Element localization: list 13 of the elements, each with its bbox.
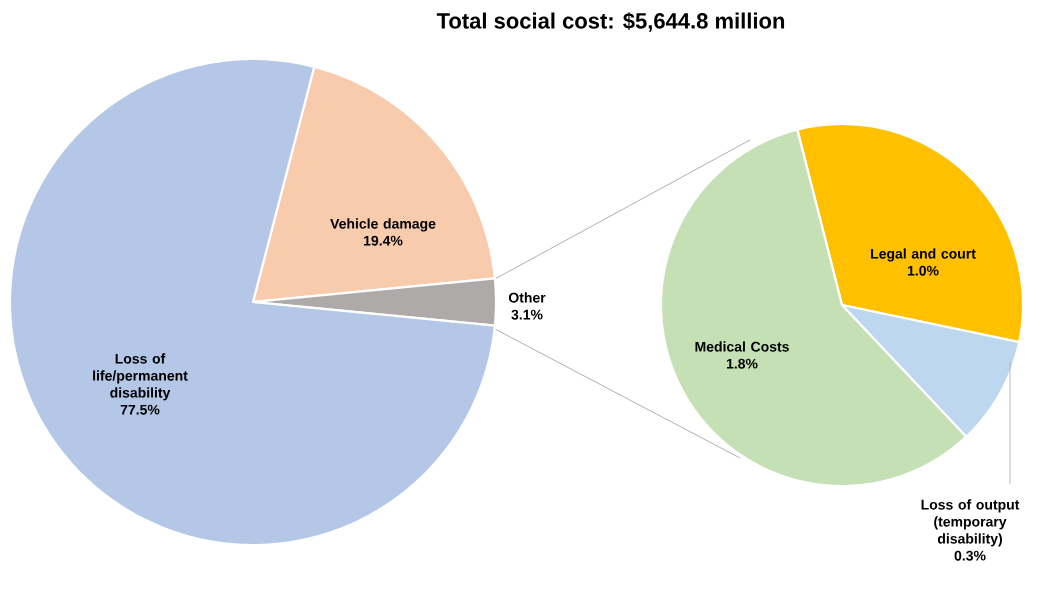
- slice-label: Medical Costs: [695, 341, 789, 352]
- text: Total social cost: $5,644.8 million: [436, 12, 785, 32]
- slice-label: Loss of life/permanent disability: [93, 353, 188, 401]
- data-label: 77.5%: [120, 404, 160, 415]
- slice-label: Legal and court: [871, 248, 976, 262]
- data-label: 1.8%: [726, 358, 758, 369]
- data-label: 3.1%: [511, 309, 543, 320]
- data-label: 1.0%: [907, 265, 939, 276]
- slice-label: Vehicle damage: [330, 218, 436, 232]
- slice-label: Loss of output (temporary disability): [921, 499, 1020, 547]
- data-label: 0.3%: [954, 550, 986, 561]
- slice-label: Other: [508, 292, 546, 303]
- data-label: 19.4%: [364, 235, 403, 246]
